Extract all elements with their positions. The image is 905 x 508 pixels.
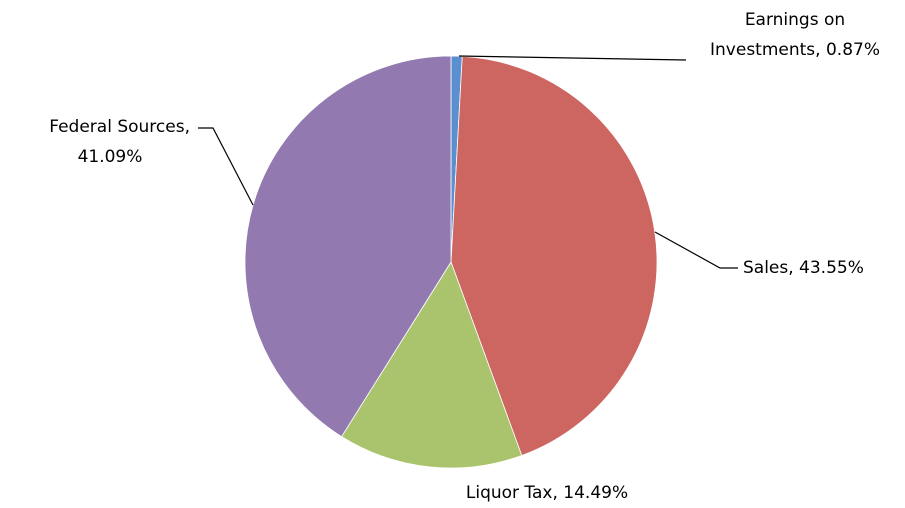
leader-line — [654, 231, 738, 269]
leader-line — [198, 127, 254, 206]
data-label: Sales, 43.55% — [743, 258, 864, 278]
pie-slice — [341, 261, 523, 469]
data-label: Investments, 0.87% — [710, 40, 880, 60]
data-label: Liquor Tax, 14.49% — [466, 483, 628, 503]
data-label: Federal Sources, — [49, 117, 190, 137]
pie-slice — [244, 55, 452, 438]
data-label: 41.09% — [78, 147, 143, 167]
leader-line — [458, 55, 687, 61]
pie — [244, 55, 658, 469]
pie-slice — [450, 55, 658, 456]
data-label: Earnings on — [745, 10, 845, 30]
